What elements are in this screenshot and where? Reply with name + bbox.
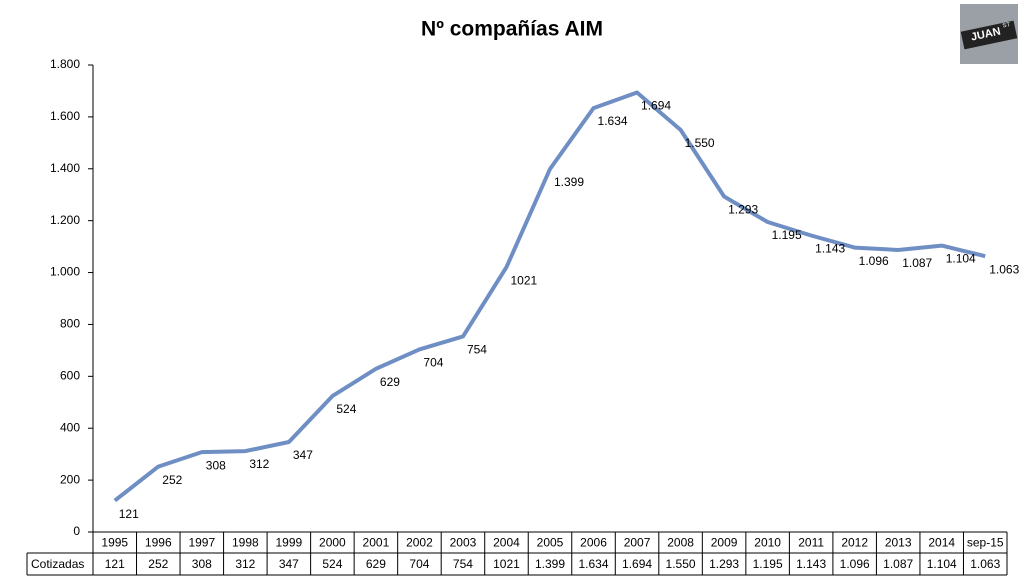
- y-tick-label: 1.000: [50, 265, 80, 279]
- x-tick-label: sep-15: [967, 536, 1004, 550]
- x-tick-label: 1996: [145, 536, 172, 550]
- table-cell: 1.293: [709, 557, 739, 571]
- data-label: 1.694: [641, 99, 671, 113]
- x-tick-label: 1997: [188, 536, 215, 550]
- table-cell: 524: [322, 557, 342, 571]
- table-cell: 1.694: [622, 557, 652, 571]
- y-tick-label: 200: [60, 472, 80, 486]
- data-label: 1.550: [685, 136, 715, 150]
- data-label: 121: [119, 507, 139, 521]
- x-tick-label: 2001: [363, 536, 390, 550]
- data-label: 629: [380, 375, 400, 389]
- x-tick-label: 2011: [798, 536, 824, 550]
- x-tick-label: 2002: [406, 536, 433, 550]
- x-tick-label: 2014: [928, 536, 955, 550]
- x-tick-label: 2008: [667, 536, 694, 550]
- table-cell: 1.087: [883, 557, 913, 571]
- chart-title: Nº compañías AIM: [421, 18, 603, 41]
- table-cell: 308: [192, 557, 212, 571]
- table-cell: 1.143: [796, 557, 826, 571]
- table-cell: 1.399: [535, 557, 565, 571]
- data-label: 1.087: [902, 256, 932, 270]
- x-tick-label: 2013: [885, 536, 912, 550]
- table-cell: 629: [366, 557, 386, 571]
- data-label: 1.634: [598, 114, 628, 128]
- logo: JUAN ST: [960, 4, 1018, 64]
- logo-sup: ST: [1002, 22, 1011, 30]
- table-cell: 704: [409, 557, 429, 571]
- data-label: 524: [336, 402, 356, 416]
- table-cell: 121: [105, 557, 125, 571]
- logo-sign: [960, 20, 1018, 50]
- data-label: 1.104: [946, 252, 976, 266]
- data-label: 1.143: [815, 242, 845, 256]
- table-cell: 347: [279, 557, 299, 571]
- table-cell: 1.063: [970, 557, 1000, 571]
- table-cell: 1.195: [753, 557, 783, 571]
- x-tick-label: 2003: [450, 536, 477, 550]
- y-tick-label: 1.600: [50, 109, 80, 123]
- x-tick-label: 2006: [580, 536, 607, 550]
- x-tick-label: 1998: [232, 536, 259, 550]
- table-cell: 1.096: [840, 557, 870, 571]
- data-label: 1021: [510, 273, 537, 287]
- x-tick-label: 2012: [841, 536, 868, 550]
- data-label: 1.195: [772, 228, 802, 242]
- y-tick-label: 1.800: [50, 57, 80, 71]
- data-label: 754: [467, 343, 487, 357]
- data-label: 1.096: [859, 254, 889, 268]
- x-tick-label: 2000: [319, 536, 346, 550]
- data-label: 312: [249, 457, 269, 471]
- table-row-label: Cotizadas: [31, 557, 84, 571]
- x-tick-label: 2010: [754, 536, 781, 550]
- data-label: 308: [206, 458, 226, 472]
- y-tick-label: 1.200: [50, 213, 80, 227]
- x-tick-label: 1995: [101, 536, 128, 550]
- x-tick-label: 1999: [276, 536, 303, 550]
- table-cell: 312: [235, 557, 255, 571]
- y-tick-label: 0: [73, 524, 80, 538]
- data-label: 1.399: [554, 175, 584, 189]
- table-cell: 1.634: [579, 557, 609, 571]
- data-label: 1.063: [989, 262, 1019, 276]
- series-line: [113, 90, 986, 503]
- data-label: 1.293: [728, 203, 758, 217]
- table-cell: 252: [148, 557, 168, 571]
- table-cell: 1.104: [927, 557, 957, 571]
- table-cell: 1.550: [666, 557, 696, 571]
- table-cell: 1021: [493, 557, 520, 571]
- x-tick-label: 2005: [537, 536, 564, 550]
- x-tick-label: 2009: [711, 536, 738, 550]
- data-label: 252: [162, 473, 182, 487]
- x-tick-label: 2004: [493, 536, 520, 550]
- table-cell: 754: [453, 557, 473, 571]
- y-tick-label: 400: [60, 420, 80, 434]
- data-label: 347: [293, 448, 313, 462]
- y-tick-label: 600: [60, 369, 80, 383]
- x-tick-label: 2007: [624, 536, 651, 550]
- y-tick-label: 800: [60, 317, 80, 331]
- data-label: 704: [423, 356, 443, 370]
- y-tick-label: 1.400: [50, 161, 80, 175]
